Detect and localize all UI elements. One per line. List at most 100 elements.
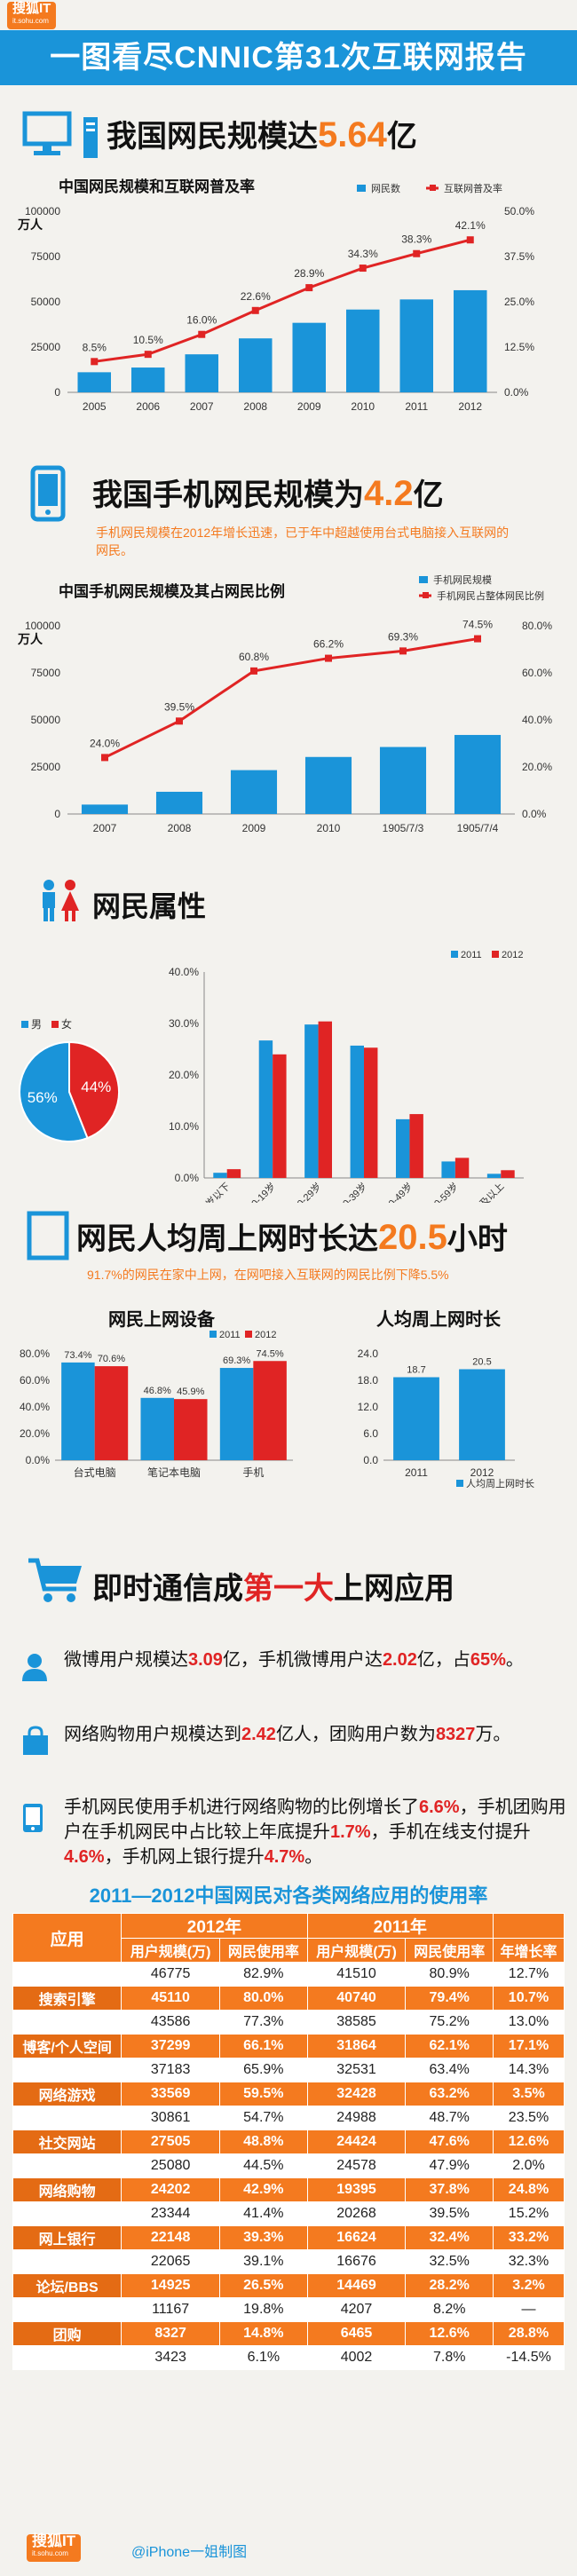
table-cell: 77.3% (219, 2010, 308, 2035)
footer-logo[interactable]: 搜狐IT it.sohu.com (27, 2533, 82, 2562)
legend-label: 手机网民规模 (433, 573, 492, 586)
table-cell: 47.6% (405, 2130, 494, 2154)
table-cell: 33569 (121, 2082, 221, 2106)
x-tick-label: 2007 (190, 400, 214, 413)
data-label: 46.8% (144, 1386, 171, 1396)
table-header-row: 应用 2012年 2011年 (12, 1913, 565, 1963)
chart-weekly-hours: 0.0 6.0 12.0 18.0 24.0 18.7 2011 20.5 2012人均周上网时… (358, 1347, 534, 1489)
table-app-name: 博客/个人空间 (12, 2034, 123, 2058)
table-header-cell: 年增长率 (492, 1938, 565, 1963)
section1-title: 我国网民规模达5.64亿 (107, 112, 417, 155)
y-tick-label: 75000 (31, 250, 61, 263)
table-cell: 39.3% (219, 2225, 308, 2250)
bar (454, 734, 502, 814)
table-cell: 63.2% (405, 2082, 494, 2106)
bar (409, 1114, 423, 1178)
line-series (104, 637, 478, 759)
bar (396, 1118, 410, 1178)
shopping-cart-icon (28, 1558, 82, 1602)
table-cell: 3423 (121, 2345, 221, 2370)
y2-tick-label: 40.0% (522, 714, 552, 726)
y-tick-label: 80.0% (20, 1347, 50, 1360)
pie-label: 44% (81, 1079, 111, 1095)
table-cell: 79.4% (405, 1986, 494, 2011)
table-cell: 24.8% (492, 2177, 565, 2202)
table-cell: 12.6% (405, 2321, 494, 2346)
line-point (325, 654, 332, 662)
weibo-paragraph: 微博用户规模达3.09亿，手机微博用户达2.02亿，占65%。 (64, 1648, 561, 1672)
y2-tick-label: 0.0% (504, 386, 529, 399)
chart4-title: 网民上网设备 (108, 1310, 215, 1330)
table-cell: 28.2% (405, 2273, 494, 2298)
x-tick-label: 2008 (243, 400, 267, 413)
x-tick-label: 60岁及以上 (462, 1180, 507, 1203)
table-cell: 12.6% (492, 2130, 565, 2154)
table-cell: 24578 (306, 2153, 407, 2178)
bar (364, 1047, 378, 1178)
table-app-name: 网上支付 (12, 2249, 123, 2274)
sohu-it-logo[interactable]: 搜狐IT it.sohu.com (7, 2, 57, 29)
table-cell: 63.4% (405, 2058, 494, 2082)
table-row: 搜索引擎 45110 80.0% 40740 79.4% 10.7% (12, 1986, 565, 2011)
line-point (474, 635, 481, 643)
footer-logo-url: it.sohu.com (32, 2549, 68, 2557)
line-point (250, 667, 257, 675)
chart-mobile-netizen: 0 25000 50000 75000 100000 0.0% 20.0% 40.0% 60.0… (17, 573, 552, 834)
table-row: 网络购物 24202 42.9% 19395 37.8% 24.8% (12, 2177, 565, 2202)
bar (253, 1361, 287, 1460)
footer: 搜狐IT it.sohu.com @iPhone一姐制图 (0, 2517, 577, 2576)
chart-netizen-scale: 0 25000 50000 75000 100000 0.0% 12.5% 25.0% 37.5… (17, 182, 534, 413)
table-row: 社交网站 27505 48.8% 24424 47.6% 12.6% (12, 2130, 565, 2154)
pie-label: 56% (28, 1089, 58, 1106)
table-header-cell: 2011年 (306, 1913, 494, 1939)
table-cell: 8327 (121, 2321, 221, 2346)
y-tick-label: 0 (54, 808, 60, 820)
line-point (466, 236, 474, 244)
table-cell: 11167 (121, 2297, 221, 2322)
table-header-row: 用户规模(万) 网民使用率 用户规模(万) 网民使用率 年增长率 (13, 1938, 565, 1963)
y2-tick-label: 37.5% (504, 250, 534, 263)
data-label: 38.3% (401, 233, 431, 246)
table-app-name: 搜索引擎 (12, 1986, 123, 2011)
p1-t1: 微博用户规模达 (64, 1650, 188, 1670)
table-cell: 28.8% (492, 2321, 565, 2346)
data-label: 20.5 (472, 1357, 491, 1368)
line-point (101, 754, 108, 762)
bar (185, 354, 219, 392)
y-tick-label: 10.0% (169, 1120, 199, 1133)
table-cell: 41510 (306, 1962, 407, 1987)
table-cell: 46775 (121, 1962, 221, 1987)
y-axis-label: 万人 (17, 632, 43, 646)
table-app-name: 电子邮件 (12, 2153, 123, 2178)
bar (61, 1362, 95, 1460)
table-row: 即时通信 46775 82.9% 41510 80.9% 12.7% (12, 1962, 565, 1987)
table-cell: 38585 (306, 2010, 407, 2035)
table-cell: 80.9% (405, 1962, 494, 1987)
p2-v1: 2.42 (241, 1725, 276, 1744)
logo-url: it.sohu.com (12, 17, 49, 25)
table-cell: 54.7% (219, 2106, 308, 2130)
y-tick-label: 25000 (31, 341, 61, 353)
p2-t2: 亿人，团购用户数为 (275, 1725, 436, 1744)
p1-t4: 。 (505, 1650, 524, 1670)
y-tick-label: 75000 (31, 667, 61, 679)
table-cell: 3.2% (492, 2273, 565, 2298)
bar (453, 289, 487, 392)
y-tick-label: 0.0% (26, 1454, 51, 1466)
line-point (399, 647, 407, 655)
section4-title: 网民人均周上网时长达20.5小时 (76, 1214, 508, 1258)
section4-prefix: 网民人均周上网时长达 (76, 1222, 378, 1256)
table-cell: 23344 (121, 2201, 221, 2226)
table-cell: 4207 (306, 2297, 407, 2322)
p3-t3: ，手机在线支付提升 (370, 1822, 531, 1842)
section3-title: 网民属性 (92, 890, 207, 922)
table-cell: 37183 (121, 2058, 221, 2082)
section5-title: 即时通信成第一大上网应用 (92, 1564, 454, 1608)
table-row: 网络视频 37183 65.9% 32531 63.4% 14.3% (12, 2058, 565, 2082)
line-series (94, 238, 471, 363)
line-point (144, 351, 152, 359)
table-cell: 25080 (121, 2153, 221, 2178)
table-app-name: 微博 (12, 2106, 123, 2130)
table-row: 团购 8327 14.8% 6465 12.6% 28.8% (12, 2321, 565, 2346)
table-cell: 4002 (306, 2345, 407, 2370)
